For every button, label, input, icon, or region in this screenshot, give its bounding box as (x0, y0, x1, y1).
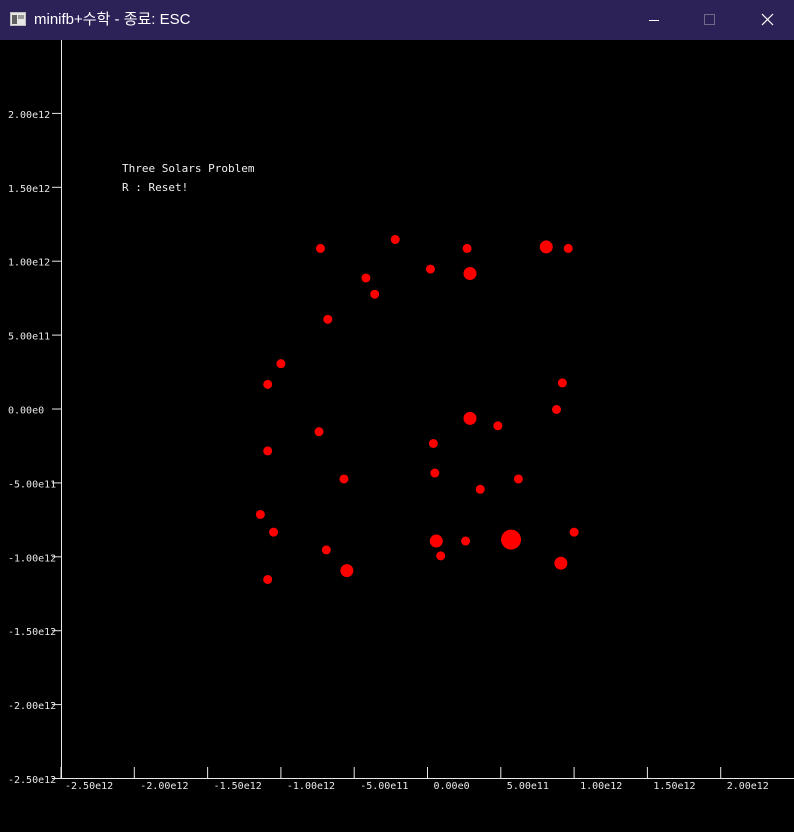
x-tick-label: 1.50e12 (653, 781, 695, 792)
body-point (321, 545, 331, 555)
y-tick-label: 0.00e0 (8, 406, 44, 417)
body-point (493, 421, 503, 431)
body-point (361, 273, 371, 283)
app-window-icon (10, 12, 26, 26)
maximize-button[interactable] (686, 0, 732, 40)
body-point (315, 243, 325, 253)
close-icon (761, 13, 774, 26)
y-tick-label: -1.00e12 (8, 553, 56, 564)
y-tick-label: 1.50e12 (8, 184, 50, 195)
body-point (314, 427, 324, 437)
body-point (563, 243, 573, 253)
y-tick-label: 2.00e12 (8, 110, 50, 121)
x-tick-label: 5.00e11 (507, 781, 549, 792)
window-title: minifb+수학 - 종료: ESC (34, 11, 191, 28)
close-button[interactable] (742, 0, 788, 40)
maximize-icon (704, 14, 715, 25)
body-point (370, 289, 380, 299)
body-point (557, 378, 567, 388)
body-point (436, 551, 446, 561)
body-point (276, 359, 286, 369)
simulation-viewport[interactable]: -2.50e12 -2.00e12 -1.50e12 -1.00e12 -5.00e11… (0, 40, 794, 832)
y-tick-label: -5.00e11 (8, 479, 56, 490)
x-tick-label: -2.50e12 (65, 781, 113, 792)
simulation-title: Three Solars Problem (122, 162, 255, 175)
body-point (425, 264, 435, 274)
body-point (263, 446, 273, 456)
body-point (428, 438, 438, 448)
x-tick-label: -1.50e12 (214, 781, 262, 792)
body-point (539, 240, 553, 254)
x-tick-label: 1.00e12 (580, 781, 622, 792)
y-tick-label: -2.00e12 (8, 701, 56, 712)
scatter-plot: -2.50e12 -2.00e12 -1.50e12 -1.00e12 -5.00e11… (8, 40, 794, 792)
body-point (430, 468, 440, 478)
body-point (429, 534, 443, 548)
body-point (462, 243, 472, 253)
axis-ticks: -2.50e12 -2.00e12 -1.50e12 -1.00e12 -5.00e11… (8, 110, 769, 792)
body-point (463, 267, 477, 281)
body-point (552, 405, 562, 414)
body-point (255, 509, 265, 519)
body-point (554, 556, 568, 570)
y-tick-label: 5.00e11 (8, 332, 50, 343)
minimize-icon (649, 20, 659, 21)
y-tick-label: 1.00e12 (8, 258, 50, 269)
x-tick-label: 0.00e0 (434, 781, 470, 792)
x-tick-label: -5.00e11 (360, 781, 408, 792)
minimize-button[interactable] (632, 0, 678, 40)
x-tick-label: 2.00e12 (727, 781, 769, 792)
body-point (340, 564, 354, 578)
body-point (269, 527, 279, 537)
window-titlebar[interactable]: minifb+수학 - 종료: ESC (0, 0, 794, 40)
body-point (463, 411, 477, 425)
y-tick-label: -1.50e12 (8, 627, 56, 638)
x-tick-label: -1.00e12 (287, 781, 335, 792)
body-point (390, 235, 400, 245)
x-tick-label: -2.00e12 (140, 781, 188, 792)
body-point (339, 474, 349, 484)
y-tick-label: -2.50e12 (8, 775, 56, 786)
body-point (501, 529, 522, 550)
body-point (263, 379, 273, 389)
body-point (513, 474, 523, 484)
body-point (569, 527, 579, 537)
body-points (255, 235, 579, 584)
body-point (263, 574, 273, 584)
reset-hint: R : Reset! (122, 181, 189, 194)
body-point (475, 484, 485, 494)
body-point (461, 536, 471, 546)
body-point (323, 314, 333, 324)
